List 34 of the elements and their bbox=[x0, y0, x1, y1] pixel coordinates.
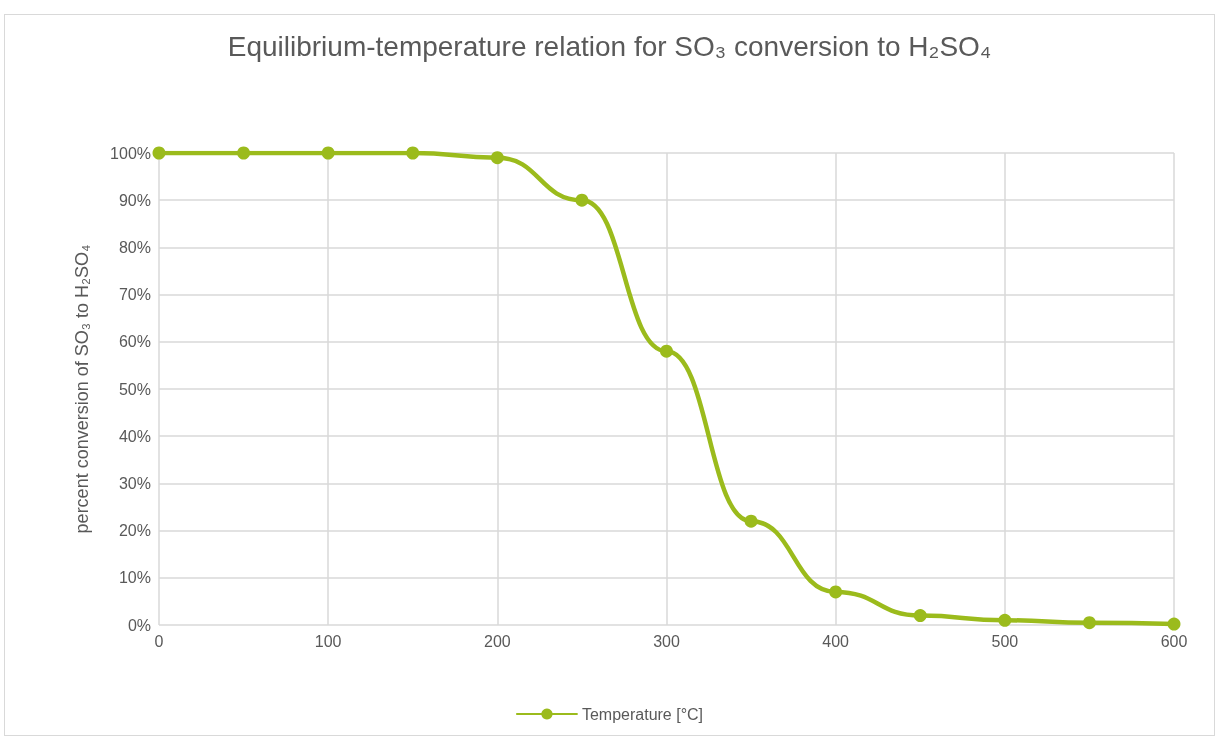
y-axis-title: percent conversion of SO₃ to H₂SO₄ bbox=[72, 244, 92, 534]
y-tick-label: 100% bbox=[110, 144, 151, 162]
y-tick-label: 90% bbox=[118, 191, 151, 209]
x-tick-label: 400 bbox=[822, 632, 850, 650]
point bbox=[998, 613, 1012, 627]
point bbox=[490, 151, 504, 165]
point bbox=[406, 146, 420, 160]
point bbox=[1167, 617, 1181, 631]
point bbox=[152, 146, 166, 160]
point bbox=[321, 146, 335, 160]
x-tick-label: 300 bbox=[653, 632, 680, 650]
point bbox=[913, 609, 927, 623]
x-tick-label: 200 bbox=[483, 632, 511, 650]
y-tick-label: 20% bbox=[118, 522, 151, 540]
point bbox=[744, 514, 758, 528]
point bbox=[829, 585, 843, 599]
x-tick-label: 500 bbox=[991, 632, 1019, 650]
x-tick-label: 0 bbox=[154, 632, 164, 650]
chart-title: Equilibrium-temperature relation for SO₃ conversion to H₂SO₄ bbox=[227, 30, 992, 62]
x-tick-label: 100 bbox=[314, 632, 342, 650]
x-tick-label: 600 bbox=[1160, 632, 1188, 650]
y-tick-label: 60% bbox=[118, 333, 151, 351]
point bbox=[237, 146, 251, 160]
point bbox=[575, 193, 589, 207]
legend-label: Temperature [°C] bbox=[581, 705, 704, 723]
point bbox=[1082, 616, 1096, 630]
y-tick-label: 30% bbox=[118, 474, 151, 492]
y-tick-label: 80% bbox=[118, 238, 151, 256]
y-tick-label: 40% bbox=[118, 427, 151, 445]
y-tick-label: 70% bbox=[118, 286, 151, 304]
point bbox=[660, 344, 673, 358]
y-tick-label: 50% bbox=[118, 380, 151, 398]
y-tick-label: 10% bbox=[118, 569, 151, 587]
y-tick-label: 0% bbox=[127, 616, 151, 634]
